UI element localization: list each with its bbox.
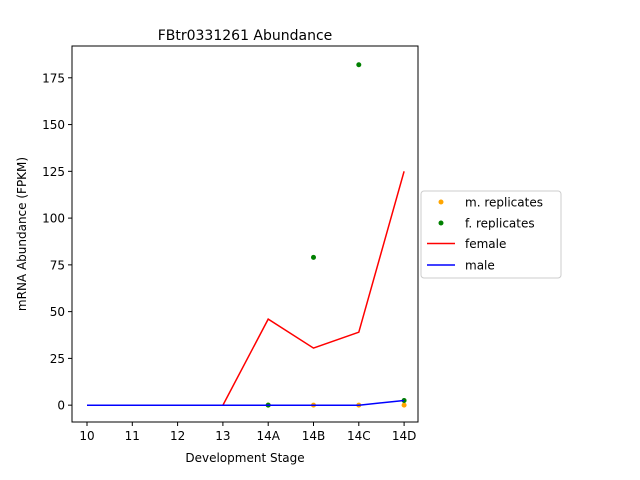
legend: m. replicates f. replicates female male bbox=[420, 190, 562, 279]
y-tick-label-150: 150 bbox=[42, 118, 65, 132]
f-replicates-point-14d bbox=[401, 397, 407, 403]
x-tick-label-11: 11 bbox=[125, 429, 140, 443]
legend-label-male: male bbox=[465, 259, 495, 273]
x-tick-label-12: 12 bbox=[170, 429, 185, 443]
chart-title: FBtr0331261 Abundance bbox=[158, 28, 333, 44]
legend-box bbox=[420, 190, 562, 279]
legend-label-m-replicates: m. replicates bbox=[465, 196, 543, 210]
x-tick-label-14c: 14C bbox=[347, 429, 371, 443]
x-tick-label-10: 10 bbox=[79, 429, 94, 443]
y-axis-ticks: 0 25 50 75 100 125 150 175 bbox=[42, 71, 72, 413]
y-tick-label-125: 125 bbox=[42, 165, 65, 179]
y-tick-label-75: 75 bbox=[50, 258, 65, 272]
y-tick-label-50: 50 bbox=[50, 305, 65, 319]
f-replicates-point-14c bbox=[356, 62, 362, 68]
plot-frame bbox=[71, 45, 419, 423]
y-tick-label-175: 175 bbox=[42, 71, 65, 85]
m-replicates-point-14d bbox=[401, 402, 407, 408]
x-tick-label-14a: 14A bbox=[256, 429, 280, 443]
x-tick-label-13: 13 bbox=[215, 429, 230, 443]
x-tick-label-14d: 14D bbox=[392, 429, 417, 443]
f-replicates-point-14b bbox=[311, 254, 316, 260]
y-tick-label-0: 0 bbox=[57, 399, 65, 413]
legend-marker-f-replicates bbox=[438, 220, 444, 226]
series-layer bbox=[87, 62, 407, 408]
x-axis-ticks: 10 11 12 13 14A 14B 14C 14D bbox=[79, 422, 416, 443]
legend-label-female: female bbox=[465, 237, 506, 251]
legend-marker-m-replicates bbox=[438, 199, 444, 205]
plot-background bbox=[72, 46, 418, 422]
plot-area bbox=[71, 45, 419, 423]
y-tick-label-25: 25 bbox=[50, 352, 65, 366]
y-tick-label-100: 100 bbox=[42, 212, 65, 226]
x-tick-label-14b: 14B bbox=[302, 429, 326, 443]
male-line bbox=[87, 399, 405, 406]
x-axis-label: Development Stage bbox=[185, 451, 304, 465]
legend-label-f-replicates: f. replicates bbox=[465, 217, 535, 231]
y-axis-label: mRNA Abundance (FPKM) bbox=[15, 157, 29, 311]
